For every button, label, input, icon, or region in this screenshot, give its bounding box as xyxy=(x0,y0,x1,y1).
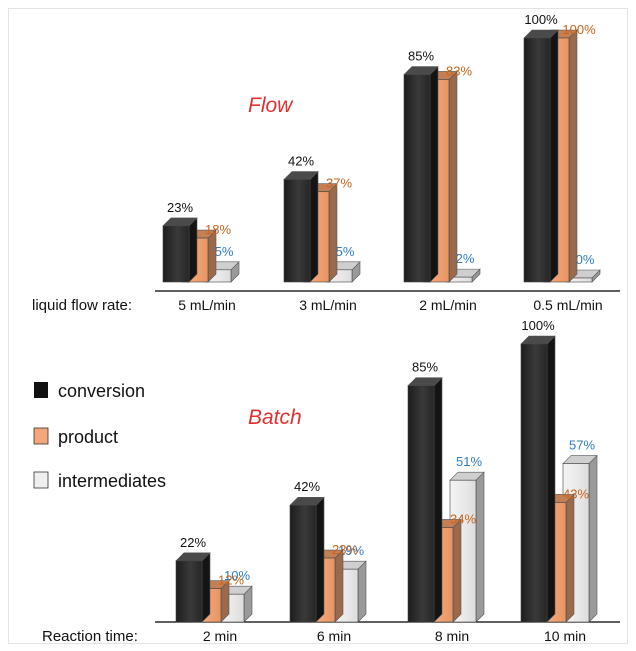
batch-bar-conversion xyxy=(407,376,443,623)
flow-panel-title: Flow xyxy=(248,94,294,117)
batch-bar-conversion xyxy=(289,496,325,623)
flow-bar-conversion xyxy=(162,217,198,283)
flow-bar-conversion xyxy=(523,29,559,283)
batch-panel-title: Batch xyxy=(248,406,302,429)
flow-bar-conversion xyxy=(283,170,319,283)
flow-tick-label: 5 mL/min xyxy=(178,297,236,313)
batch-value-label-conversion: 42% xyxy=(294,479,320,494)
flow-tick-label: 3 mL/min xyxy=(299,297,357,313)
batch-value-label-product: 34% xyxy=(450,511,476,526)
batch-value-label-conversion: 22% xyxy=(180,535,206,550)
batch-value-label-intermediates: 10% xyxy=(224,568,250,583)
batch-value-label-product: 12% xyxy=(218,573,244,588)
flow-value-label-conversion: 42% xyxy=(288,154,314,169)
legend-swatch-product xyxy=(33,427,49,445)
batch-value-label-conversion: 85% xyxy=(412,360,438,375)
batch-value-label-intermediates: 19% xyxy=(338,543,364,558)
flow-value-label-intermediates: 0% xyxy=(576,252,595,267)
flow-bar-conversion xyxy=(403,65,439,283)
batch-value-label-intermediates: 51% xyxy=(456,454,482,469)
legend-swatch-intermediates xyxy=(33,471,49,489)
batch-bar-conversion xyxy=(520,335,556,623)
figure-frame xyxy=(8,8,628,644)
legend-label-conversion: conversion xyxy=(58,381,145,401)
batch-tick-label: 10 min xyxy=(544,628,586,644)
batch-value-label-product: 23% xyxy=(332,542,358,557)
flow-tick-label: 0.5 mL/min xyxy=(533,297,602,313)
flow-value-label-intermediates: 5% xyxy=(215,244,234,259)
flow-value-label-product: 18% xyxy=(205,222,231,237)
batch-bar-conversion xyxy=(175,552,211,623)
batch-tick-label: 2 min xyxy=(203,628,237,644)
flow-value-label-product: 37% xyxy=(326,176,352,191)
batch-x-axis-title: Reaction time: xyxy=(42,628,138,645)
batch-tick-label: 6 min xyxy=(317,628,351,644)
flow-value-label-conversion: 23% xyxy=(167,200,193,215)
flow-tick-label: 2 mL/min xyxy=(419,297,477,313)
flow-value-label-conversion: 85% xyxy=(408,49,434,64)
batch-value-label-intermediates: 57% xyxy=(569,438,595,453)
flow-x-axis-title: liquid flow rate: xyxy=(32,297,132,314)
legend-label-product: product xyxy=(58,427,118,447)
batch-value-label-conversion: 100% xyxy=(521,318,555,333)
flow-value-label-conversion: 100% xyxy=(524,12,558,27)
batch-tick-label: 8 min xyxy=(435,628,469,644)
legend-label-intermediates: intermediates xyxy=(58,471,166,491)
legend-swatch-conversion xyxy=(34,382,48,398)
legend: conversion product intermediates xyxy=(33,381,166,491)
flow-value-label-intermediates: 2% xyxy=(456,251,475,266)
flow-value-label-intermediates: 5% xyxy=(336,244,355,259)
flow-value-label-product: 83% xyxy=(446,63,472,78)
batch-value-label-product: 43% xyxy=(563,486,589,501)
flow-value-label-product: 100% xyxy=(562,22,596,37)
